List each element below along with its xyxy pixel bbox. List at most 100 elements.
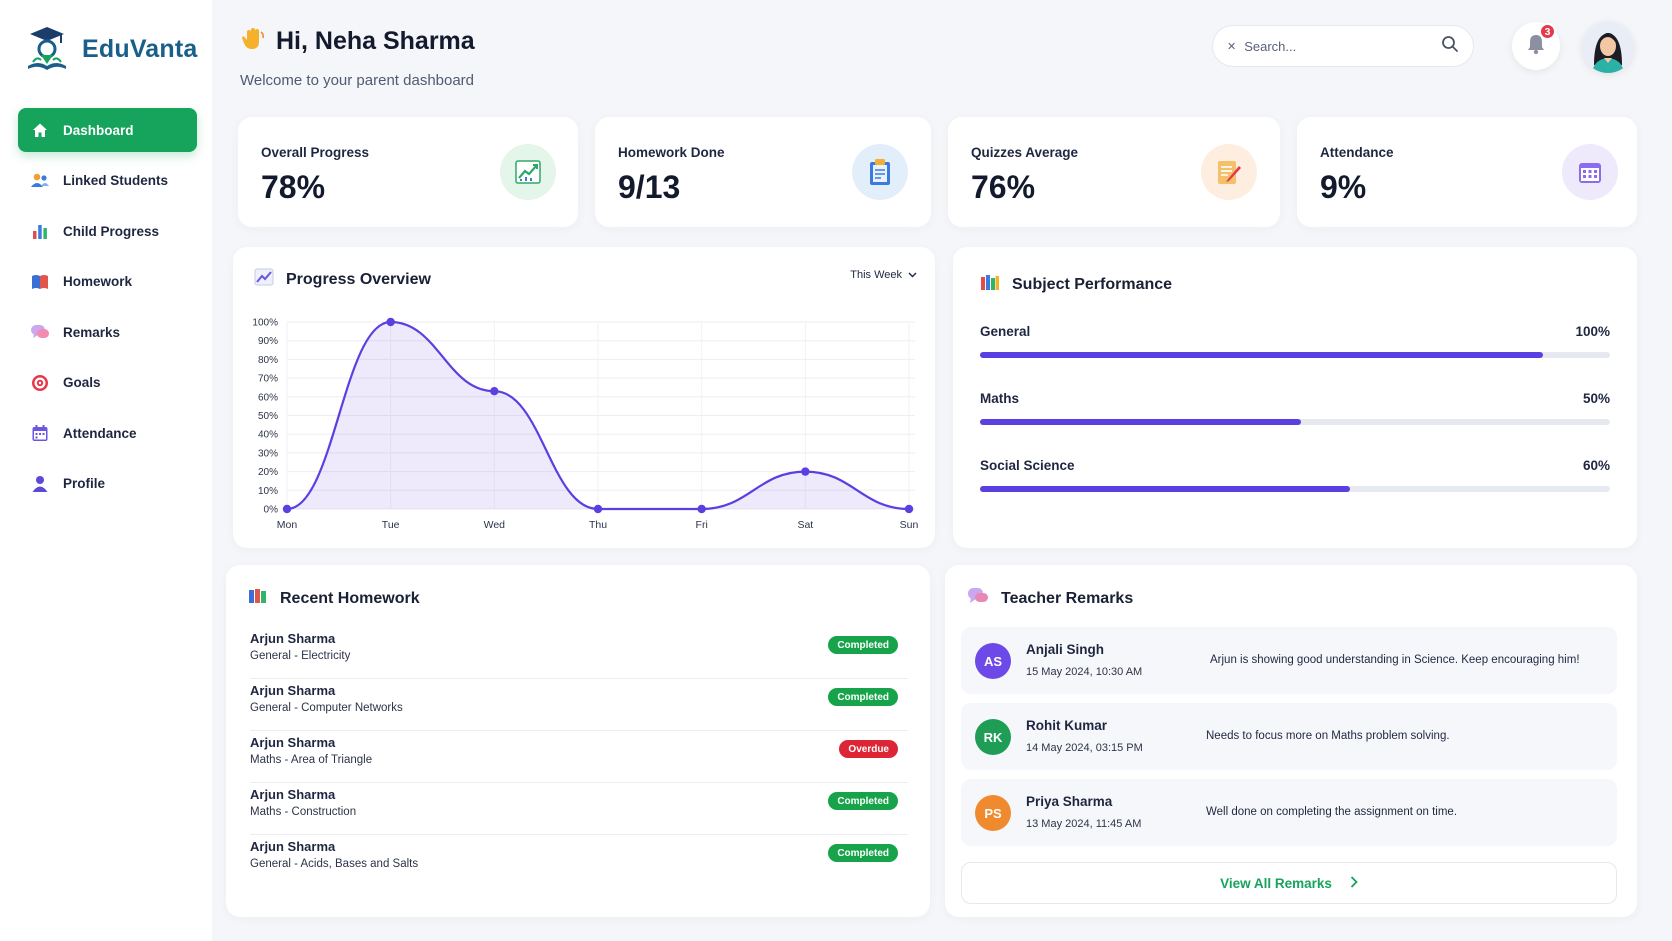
sidebar: EduVanta Dashboard Linked Students Child… [0,0,212,941]
subject-progress-track [980,419,1610,425]
subject-progress-fill [980,419,1302,425]
trend-chart-icon [500,144,556,200]
books-icon [248,588,268,609]
sidebar-item-label: Attendance [63,425,137,441]
homework-detail: General - Computer Networks [250,702,403,714]
stat-value: 76% [971,169,1036,205]
homework-row[interactable]: Arjun Sharma General - Computer Networks… [250,679,908,731]
calendar-icon [1562,144,1618,200]
homework-detail: General - Electricity [250,650,351,662]
bar-chart-icon [30,221,50,241]
y-tick-label: 80% [258,355,278,366]
book-icon [30,272,50,292]
sidebar-item-goals[interactable]: Goals [18,361,197,405]
sidebar-item-remarks[interactable]: Remarks [18,310,197,354]
teacher-name: Priya Sharma [1026,794,1113,809]
subject-progress-track [980,486,1610,492]
remark-text: Well done on completing the assignment o… [1206,806,1458,818]
notification-button[interactable]: 3 [1512,22,1560,70]
stat-label: Quizzes Average [971,145,1079,160]
notification-badge: 3 [1539,23,1556,40]
sidebar-item-label: Remarks [63,324,121,340]
homework-detail: Maths - Construction [250,806,357,818]
homework-detail: Maths - Area of Triangle [250,754,373,766]
y-tick-label: 50% [258,411,278,422]
books-icon [980,273,1000,296]
recent-homework-header: Recent Homework [248,588,420,609]
view-all-remarks-button[interactable]: View All Remarks [961,862,1617,904]
sidebar-item-dashboard[interactable]: Dashboard [18,108,197,152]
x-tick-label: Thu [589,519,607,531]
sidebar-item-linked-students[interactable]: Linked Students [18,159,197,203]
remark-item[interactable]: RK Rohit Kumar 14 May 2024, 03:15 PM Nee… [961,703,1617,770]
remark-item[interactable]: AS Anjali Singh 15 May 2024, 10:30 AM Ar… [961,627,1617,694]
subject-performance-card: Subject Performance General 100% Maths 5… [953,247,1637,548]
y-tick-label: 20% [258,467,278,478]
y-tick-label: 10% [258,486,278,497]
target-icon [30,373,50,393]
stat-label: Homework Done [618,145,725,160]
stat-label: Overall Progress [261,145,370,160]
brand-name: EduVanta [82,35,198,63]
sidebar-item-attendance[interactable]: Attendance [18,411,197,455]
search-icon[interactable] [1441,35,1459,58]
line-chart-icon [254,268,274,291]
data-point [490,386,499,396]
card-title: Subject Performance [1012,275,1173,293]
y-tick-label: 100% [252,318,278,329]
data-point [282,504,292,514]
teacher-avatar: AS [975,643,1011,679]
x-tick-label: Fri [696,519,708,531]
waving-hand-icon [240,26,266,57]
homework-row[interactable]: Arjun Sharma Maths - Area of Triangle Ov… [250,731,908,783]
progress-overview-header: Progress Overview [254,268,431,291]
subject-performance-header: Subject Performance [980,273,1172,296]
teacher-remarks-header: Teacher Remarks [967,587,1133,610]
bell-icon [1526,33,1546,60]
search-box[interactable]: ✕ [1212,25,1474,67]
user-avatar[interactable] [1582,21,1634,73]
sidebar-item-child-progress[interactable]: Child Progress [18,209,197,253]
sidebar-item-profile[interactable]: Profile [18,462,197,506]
homework-student: Arjun Sharma [250,735,336,750]
x-tick-label: Tue [382,519,400,531]
subject-row-maths: Maths 50% [980,391,1610,425]
y-tick-label: 70% [258,374,278,385]
remark-text: Needs to focus more on Maths problem sol… [1206,730,1450,742]
homework-row[interactable]: Arjun Sharma Maths - Construction Comple… [250,783,908,835]
page-title: Hi, Neha Sharma [276,27,475,55]
greeting: Hi, Neha Sharma [240,26,475,57]
card-title: Teacher Remarks [1001,589,1134,607]
remark-item[interactable]: PS Priya Sharma 13 May 2024, 11:45 AM We… [961,779,1617,846]
data-point [386,317,395,327]
homework-row[interactable]: Arjun Sharma General - Acids, Bases and … [250,835,908,887]
search-input[interactable] [1244,38,1433,54]
subject-progress-track [980,352,1610,358]
remark-date: 15 May 2024, 10:30 AM [1026,666,1143,678]
calendar-icon [30,423,50,443]
sidebar-item-homework[interactable]: Homework [18,260,197,304]
subject-percent: 50% [1582,391,1610,406]
chevron-down-icon [908,269,917,281]
data-point [904,504,914,514]
homework-student: Arjun Sharma [250,839,336,854]
range-dropdown[interactable]: This Week [850,269,917,281]
y-tick-label: 30% [258,448,278,459]
stat-card-attendance: Attendance 9% [1297,117,1637,227]
users-icon [30,171,50,191]
brand-logo[interactable]: EduVanta [24,22,198,77]
clipboard-icon [852,144,908,200]
subject-name: Social Science [980,458,1075,473]
status-badge: Completed [828,688,898,706]
y-tick-label: 90% [258,336,278,347]
homework-student: Arjun Sharma [250,631,336,646]
sidebar-item-label: Homework [63,274,133,289]
homework-row[interactable]: Arjun Sharma General - Electricity Compl… [250,627,908,679]
card-title: Recent Homework [280,589,420,607]
status-badge: Completed [828,792,898,810]
sidebar-item-label: Child Progress [63,223,160,239]
series-area [287,322,909,509]
status-badge: Overdue [839,740,898,758]
teacher-name: Anjali Singh [1026,642,1105,657]
sidebar-item-label: Profile [63,476,106,491]
